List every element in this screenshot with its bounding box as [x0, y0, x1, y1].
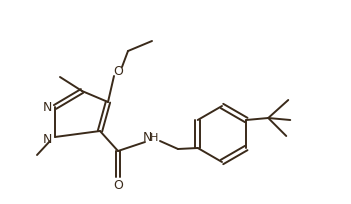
- Text: O: O: [113, 65, 123, 78]
- Text: O: O: [113, 179, 123, 192]
- Text: N: N: [42, 133, 52, 146]
- Text: N: N: [142, 131, 152, 144]
- Text: N: N: [42, 101, 52, 114]
- Text: H: H: [150, 132, 158, 142]
